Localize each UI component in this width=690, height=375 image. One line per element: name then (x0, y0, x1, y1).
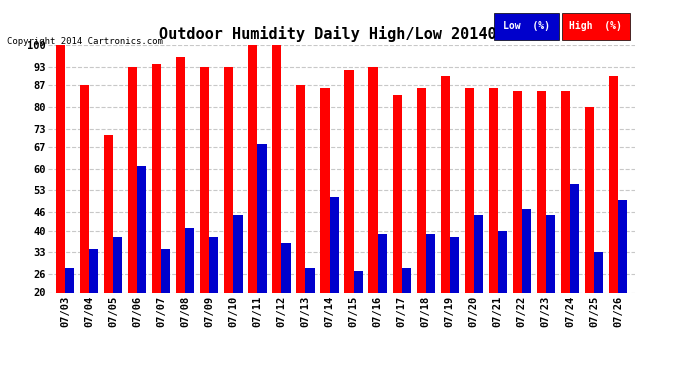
Bar (176, 57, 186, 354)
Bar (561, 92, 570, 354)
Bar (113, 237, 122, 354)
Bar (161, 249, 170, 354)
Bar (282, 243, 290, 354)
FancyBboxPatch shape (494, 13, 559, 40)
Text: High  (%): High (%) (569, 21, 622, 32)
Bar (306, 268, 315, 354)
Bar (137, 166, 146, 354)
Bar (248, 45, 257, 354)
Bar (209, 237, 219, 354)
Text: Low  (%): Low (%) (503, 21, 550, 32)
Bar (609, 76, 618, 354)
Bar (368, 67, 377, 354)
Bar (489, 88, 497, 354)
Bar (128, 67, 137, 354)
Bar (273, 45, 282, 354)
Bar (513, 92, 522, 354)
Bar (464, 88, 474, 354)
Bar (297, 85, 306, 354)
Bar (224, 67, 233, 354)
Bar (353, 271, 363, 354)
Bar (426, 234, 435, 354)
Bar (594, 252, 603, 354)
Bar (546, 215, 555, 354)
Bar (233, 215, 242, 354)
Bar (497, 231, 507, 354)
Bar (152, 63, 161, 354)
Bar (570, 184, 579, 354)
Bar (56, 45, 65, 354)
Text: Copyright 2014 Cartronics.com: Copyright 2014 Cartronics.com (7, 38, 163, 46)
Bar (402, 268, 411, 354)
Bar (618, 200, 627, 354)
Bar (441, 76, 450, 354)
Bar (393, 94, 402, 354)
Bar (450, 237, 459, 354)
Bar (320, 88, 330, 354)
Bar (522, 209, 531, 354)
Bar (80, 85, 89, 354)
FancyBboxPatch shape (562, 13, 629, 40)
Title: Outdoor Humidity Daily High/Low 20140727: Outdoor Humidity Daily High/Low 20140727 (159, 27, 524, 42)
Bar (330, 196, 339, 354)
Bar (186, 228, 195, 354)
Bar (200, 67, 209, 354)
Bar (417, 88, 426, 354)
Bar (585, 107, 594, 354)
Bar (65, 268, 75, 354)
Bar (344, 70, 353, 354)
Bar (89, 249, 98, 354)
Bar (377, 234, 386, 354)
Bar (104, 135, 113, 354)
Bar (257, 144, 266, 354)
Bar (474, 215, 483, 354)
Bar (537, 92, 546, 354)
